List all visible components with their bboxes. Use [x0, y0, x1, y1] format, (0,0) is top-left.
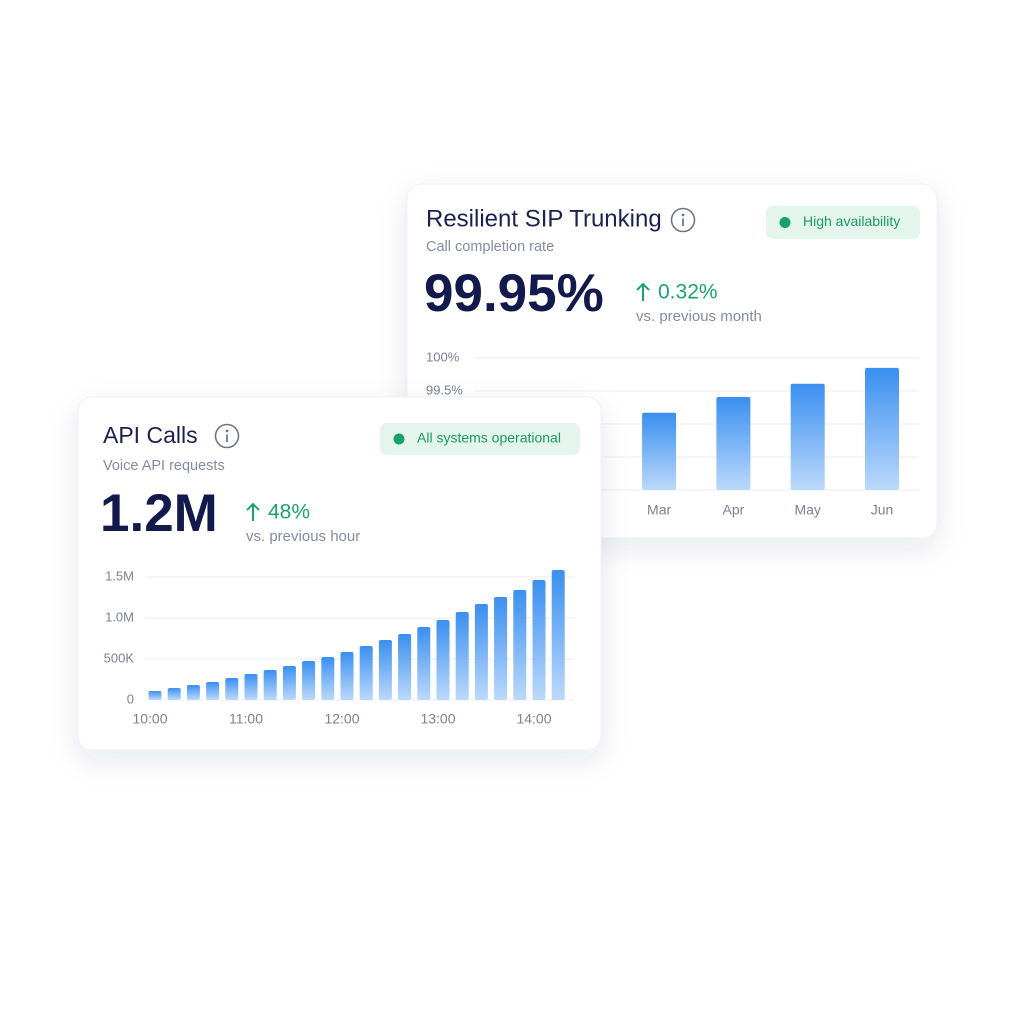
x-tick-label: 11:00: [229, 711, 263, 727]
card-title: API Calls: [103, 422, 198, 448]
y-tick-label: 1.0M: [105, 609, 134, 624]
bar: [378, 639, 392, 700]
bar: [716, 396, 751, 490]
card-title: Resilient SIP Trunking: [426, 205, 662, 232]
bar: [455, 612, 469, 700]
bar: [282, 665, 296, 700]
card-subtitle: Call completion rate: [426, 239, 554, 255]
info-icon: [670, 207, 696, 233]
info-icon-dot: [225, 429, 229, 433]
bar: [225, 678, 239, 700]
status-badge: [766, 206, 920, 239]
y-tick-label: 0: [127, 691, 134, 706]
bar: [642, 412, 677, 490]
up-arrow: [636, 282, 650, 301]
headline-value: 99.95%: [424, 264, 604, 323]
status-text: All systems operational: [417, 430, 561, 446]
bar: [474, 603, 488, 700]
status-dot: [779, 217, 791, 228]
bar: [340, 652, 354, 700]
change-note: vs. previous hour: [246, 528, 360, 545]
change-value: 48%: [268, 501, 310, 524]
bar: [321, 657, 335, 700]
up-arrow: [246, 502, 260, 521]
headline-value: 1.2M: [100, 484, 218, 543]
bar: [398, 633, 412, 700]
status-text: High availability: [803, 213, 900, 229]
y-tick-label: 500K: [104, 650, 135, 665]
x-tick-label: Apr: [723, 502, 745, 518]
bar: [532, 580, 546, 700]
y-tick-label: 99.5%: [426, 382, 463, 397]
bar: [302, 660, 316, 700]
change-note: vs. previous month: [636, 308, 762, 325]
status-dot: [393, 433, 405, 445]
info-icon-dot: [681, 213, 685, 217]
bar: [494, 597, 508, 700]
bar: [148, 690, 162, 700]
bar: [206, 681, 220, 700]
bar: [865, 367, 899, 490]
y-tick-label: 100%: [426, 349, 460, 364]
x-tick-label: Jun: [871, 502, 894, 518]
x-tick-label: 12:00: [324, 711, 359, 727]
bar: [244, 674, 258, 700]
card-bg: [77, 396, 602, 751]
bar: [167, 688, 181, 700]
change-value: 0.32%: [658, 281, 718, 304]
status-badge: [380, 423, 580, 455]
bar: [551, 570, 565, 700]
card: API Calls Voice API requests 1.2M 48% vs. pr…: [77, 396, 602, 751]
bar: [417, 627, 431, 700]
x-tick-label: May: [794, 502, 820, 518]
info-icon: [214, 423, 240, 449]
bar: [263, 669, 277, 700]
card-subtitle: Voice API requests: [103, 458, 225, 474]
bar: [436, 619, 450, 700]
y-tick-label: 1.5M: [105, 568, 134, 583]
bar: [790, 383, 825, 490]
bar: [359, 645, 373, 700]
bar: [513, 590, 527, 700]
x-tick-label: 14:00: [516, 711, 551, 727]
x-tick-label: 13:00: [420, 711, 455, 727]
bar: [186, 684, 200, 700]
x-tick-label: Mar: [647, 502, 671, 518]
x-tick-label: 10:00: [132, 711, 167, 727]
